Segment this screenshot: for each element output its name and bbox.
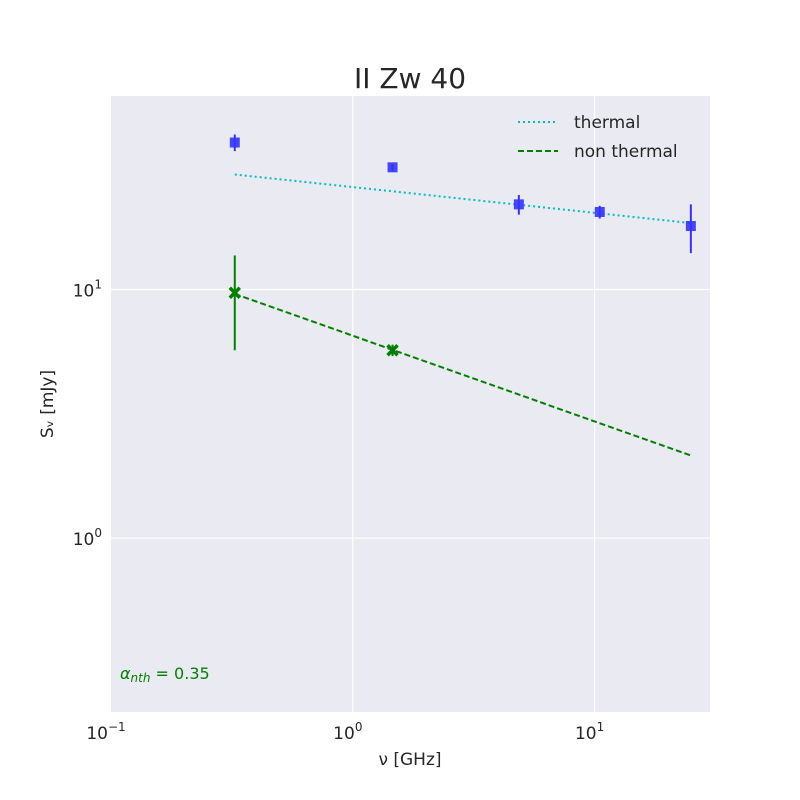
y-axis-label: Sᵥ [mJy] (38, 370, 58, 438)
y-tick-label-0: 100 (73, 526, 102, 550)
alpha-subscript: nth (131, 671, 151, 685)
x-axis-label: ν [GHz] (378, 750, 441, 770)
legend: thermal non thermal (518, 113, 678, 162)
x-tick-label-0: 10−1 (86, 720, 125, 744)
plot-area (111, 96, 710, 712)
chart-title: II Zw 40 (354, 62, 466, 95)
grid (111, 96, 710, 712)
x-tick-label-1: 100 (333, 720, 362, 744)
series-2-point-0 (229, 137, 240, 148)
legend-label-non-thermal: non thermal (574, 142, 678, 162)
x-tick-label-2: 101 (575, 720, 604, 744)
alpha-symbol: α (120, 664, 131, 683)
alpha-nth-annotation: αnth = 0.35 (120, 664, 210, 685)
series-2-point-4 (685, 221, 696, 232)
series-layer (228, 134, 696, 457)
series-2-point-2 (513, 199, 524, 210)
series-2-point-3 (594, 206, 605, 217)
series-3-point-1 (386, 343, 399, 357)
series-3-point-0 (228, 286, 242, 300)
series-2-point-1 (387, 162, 398, 173)
alpha-value: = 0.35 (150, 664, 209, 683)
y-tick-label-1: 101 (73, 278, 102, 302)
ticks: 10−1 100 101 100 101 (73, 278, 605, 744)
series-0-line (234, 173, 691, 225)
legend-label-thermal: thermal (574, 113, 640, 133)
